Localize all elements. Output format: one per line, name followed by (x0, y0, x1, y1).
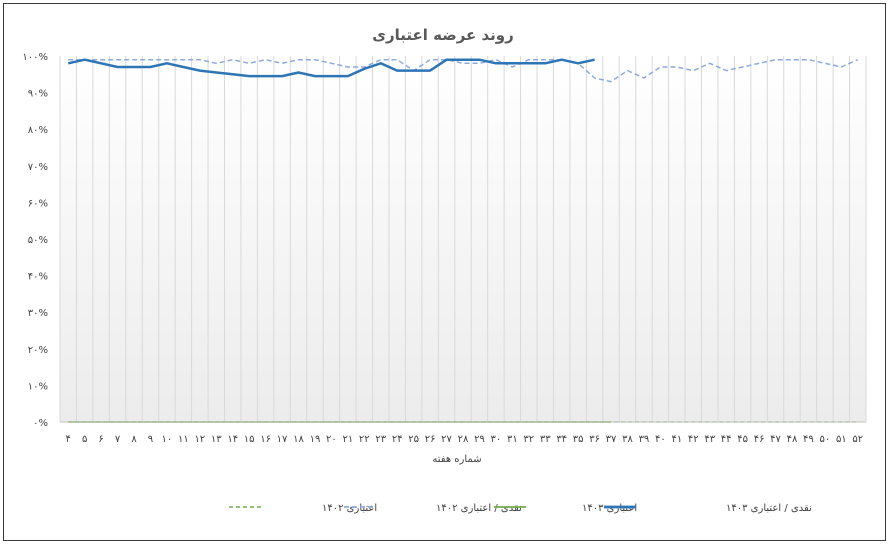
x-tick-label: ۴۲ (688, 434, 699, 445)
x-tick-label: ۱۸ (293, 434, 304, 445)
x-tick-label: ۳۶ (589, 434, 600, 445)
plot-background (60, 56, 866, 422)
x-tick-label: ۱۲ (194, 434, 205, 445)
y-tick-label: ۱۰۰% (22, 52, 48, 63)
chart-title: روند عرضه اعتباری (372, 26, 514, 44)
x-tick-label: ۳۰ (491, 434, 502, 445)
x-tick-label: ۲۳ (375, 434, 386, 445)
x-tick-label: ۵۰ (820, 434, 831, 445)
y-tick-label: ۸۰% (28, 125, 48, 136)
x-tick-label: ۲۸ (458, 434, 469, 445)
x-tick-label: ۷ (115, 434, 121, 445)
y-tick-label: ۱۰% (28, 381, 48, 392)
x-tick-label: ۱۴ (227, 434, 238, 445)
legend-label-1: نقدی / اعتباری ۱۴۰۲ (436, 503, 522, 514)
x-tick-label: ۴۳ (704, 434, 715, 445)
legend-label-0: اعتباری ۱۴۰۲ (322, 503, 377, 514)
x-tick-label: ۴۱ (671, 434, 682, 445)
x-tick-label: ۱۳ (211, 434, 222, 445)
series-line-1 (68, 58, 859, 83)
y-tick-label: ۰% (33, 418, 48, 429)
legend-label-2: اعتباری ۱۴۰۳ (582, 503, 637, 514)
y-tick-label: ۲۰% (28, 345, 48, 356)
x-tick-label: ۱۰ (162, 434, 173, 445)
x-tick-label: ۴۰ (655, 434, 666, 445)
x-tick-label: ۴۷ (770, 434, 781, 445)
x-tick-label: ۴۹ (803, 434, 814, 445)
x-tick-label: ۳۷ (606, 434, 617, 445)
x-tick-label: ۴۶ (754, 434, 765, 445)
x-tick-label: ۴۵ (737, 434, 748, 445)
y-tick-label: ۴۰% (28, 272, 48, 283)
x-tick-label: ۱۶ (260, 434, 271, 445)
x-tick-label: ۸ (131, 434, 137, 445)
x-tick-label: ۱۱ (178, 434, 189, 445)
x-tick-label: ۳۸ (622, 434, 633, 445)
x-tick-label: ۴۸ (787, 434, 798, 445)
x-tick-label: ۱۷ (277, 434, 288, 445)
plot-area (60, 56, 866, 422)
y-axis: ۰% ۱۰% ۲۰% ۳۰% ۴۰% ۵۰% ۶۰% ۷۰% ۸۰% ۹۰% ۱۰۰% (22, 52, 48, 429)
legend: اعتباری ۱۴۰۲ نقدی / اعتباری ۱۴۰۲ اعتباری ۱… (229, 503, 812, 514)
x-axis-title: شماره هفته (432, 454, 481, 465)
legend-label-3: نقدی / اعتباری ۱۴۰۳ (726, 503, 812, 514)
gridlines (59, 56, 867, 422)
x-tick-label: ۳۹ (639, 434, 650, 445)
x-tick-label: ۴ (66, 434, 71, 445)
x-tick-label: ۲۹ (474, 434, 485, 445)
x-tick-label: ۳۲ (523, 434, 534, 445)
x-tick-label: ۲۵ (408, 434, 419, 445)
x-tick-label: ۴۴ (721, 434, 732, 445)
x-axis: ۴ ۵ ۶ ۷ ۸ ۹ ۱۰ ۱۱ ۱۲ ۱۳ ۱۴ ۱۵ ۱۶ ۱۷ ۱۸ ۱۹ ۲۰ ۲۱ ۲۲ ۲۳ ۲۴ ۲۵ ۲۶… (60, 421, 866, 445)
x-tick-label: ۶ (98, 434, 103, 445)
x-tick-label: ۵۱ (836, 434, 847, 445)
x-tick-label: ۳۳ (540, 434, 551, 445)
y-tick-label: ۳۰% (28, 308, 48, 319)
x-tick-label: ۳۵ (573, 434, 584, 445)
x-tick-label: ۲۶ (425, 434, 436, 445)
x-tick-label: ۵ (82, 434, 87, 445)
x-tick-label: ۳۱ (507, 434, 518, 445)
x-tick-label: ۱۵ (244, 434, 255, 445)
x-tick-label: ۹ (148, 434, 153, 445)
x-tick-label: ۲۰ (326, 434, 337, 445)
y-tick-label: ۵۰% (28, 235, 48, 246)
series-line-3 (67, 58, 595, 78)
x-tick-label: ۲۲ (359, 434, 370, 445)
y-tick-label: ۹۰% (28, 89, 48, 100)
y-tick-label: ۷۰% (28, 162, 48, 173)
x-tick-label: ۵۲ (852, 434, 863, 445)
x-tick-label: ۲۷ (441, 434, 452, 445)
x-tick-label: ۱۹ (310, 434, 321, 445)
x-tick-label: ۲۴ (392, 434, 403, 445)
y-tick-label: ۶۰% (28, 198, 48, 209)
x-tick-label: ۳۴ (556, 434, 567, 445)
x-tick-label: ۲۱ (342, 434, 353, 445)
